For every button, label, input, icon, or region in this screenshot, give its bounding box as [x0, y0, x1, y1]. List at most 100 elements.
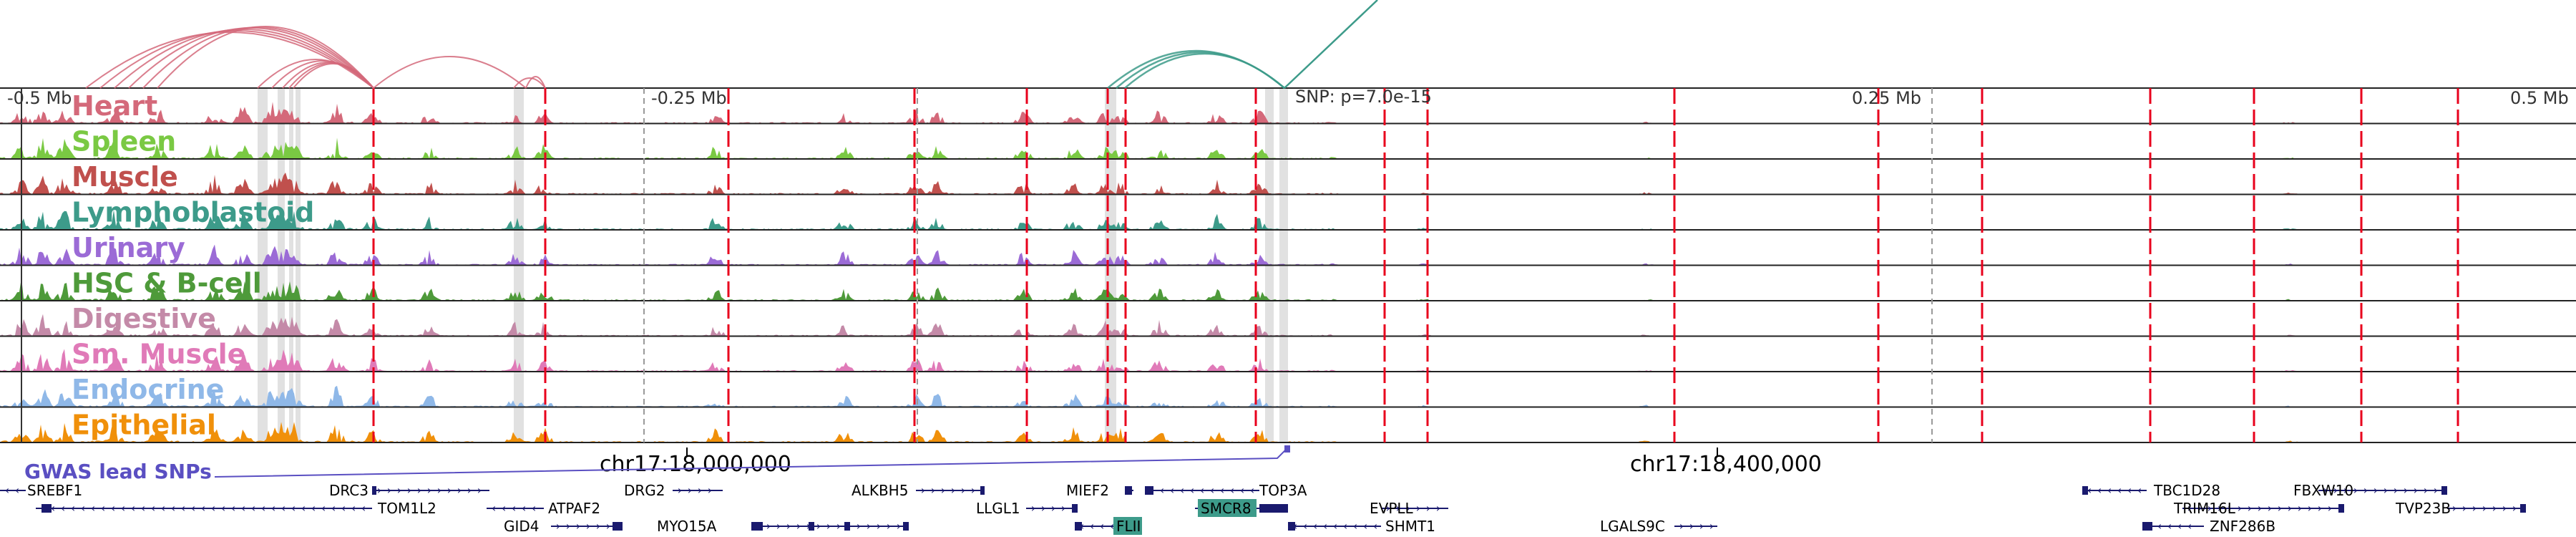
strand-arrow: › — [2482, 501, 2487, 515]
gene-label: SMCR8 — [1201, 500, 1252, 517]
gene-znf286b[interactable]: ‹‹‹‹‹ZNF286B — [2142, 518, 2275, 535]
exon — [42, 504, 52, 513]
strand-arrow: › — [2328, 501, 2332, 515]
gene-label: TOP3A — [1259, 482, 1307, 499]
strand-arrow: ‹ — [1170, 483, 1174, 497]
gene-drc3[interactable]: › › › › › › › › › › › DRC3 — [329, 482, 489, 499]
strand-arrow: › — [417, 483, 421, 497]
strand-arrow: ‹ — [1333, 519, 1337, 533]
strand-arrow: ‹ — [2167, 519, 2172, 533]
scale-right-label: 0.5 Mb — [2510, 88, 2569, 108]
strand-arrow: › — [2228, 501, 2232, 515]
strand-arrow: › — [2452, 501, 2457, 515]
strand-arrow: › — [951, 483, 955, 497]
strand-arrow: › — [2404, 483, 2408, 497]
exon — [1259, 504, 1288, 513]
gene-gid4[interactable]: › › › › › › GID4 — [504, 518, 623, 535]
strand-arrow: › — [816, 519, 821, 533]
exon — [844, 522, 850, 531]
gene-alkbh5[interactable]: › › › › › › ALKBH5 — [852, 482, 985, 499]
gene-mief2[interactable]: MIEF2 — [1066, 482, 1133, 499]
strand-arrow: ‹ — [301, 501, 306, 515]
strand-arrow: › — [2353, 483, 2358, 497]
gene-label: SHMT1 — [1385, 518, 1435, 535]
gene-label: TOM1L2 — [377, 500, 436, 517]
gene-flii[interactable]: ‹‹‹‹‹‹FLII — [1075, 517, 1142, 535]
strand-arrow: › — [2363, 483, 2368, 497]
gene-label: TRIM16L — [2173, 500, 2236, 517]
gene-atpaf2[interactable]: ‹ ‹ ‹ ‹ ‹ ATPAF2 — [487, 500, 600, 517]
gwas-snp-marker[interactable] — [1284, 445, 1290, 453]
chromatin-loops — [85, 0, 1378, 89]
exon — [2441, 486, 2447, 495]
gene-label: LLGL1 — [976, 500, 1020, 517]
strand-arrow: ‹ — [251, 501, 255, 515]
loop-arc — [99, 30, 374, 89]
strand-arrow: ‹ — [1250, 483, 1254, 497]
gene-label: ALKBH5 — [852, 482, 908, 499]
loop-arc — [1284, 0, 1378, 89]
track-label: Epithelial — [72, 410, 216, 441]
strand-arrow: › — [1396, 501, 1400, 515]
strand-arrow: ‹ — [1210, 483, 1214, 497]
gene-label: FLII — [1116, 518, 1141, 535]
strand-arrow: ‹ — [2177, 519, 2182, 533]
gene-label: TBC1D28 — [2153, 482, 2220, 499]
strand-arrow: ‹ — [341, 501, 346, 515]
strand-arrow: ‹ — [171, 501, 175, 515]
gene-label: LGALS9C — [1600, 518, 1665, 535]
coordinate-axis: chr17:18,000,000 chr17:18,400,000 — [600, 448, 1822, 477]
track-epithelial — [0, 422, 2576, 443]
strand-arrow: › — [766, 519, 771, 533]
track-label: HSC & B-cell — [72, 268, 262, 299]
strand-arrow: › — [596, 519, 600, 533]
strand-arrow: › — [2268, 501, 2272, 515]
gene-srebf1[interactable]: ‹ ‹ SREBF1 — [0, 482, 82, 499]
strand-arrow: › — [961, 483, 965, 497]
track-digestive — [0, 314, 2576, 337]
gene-drg2[interactable]: › › › › DRG2 — [624, 482, 723, 499]
strand-arrow: ‹ — [141, 501, 145, 515]
strand-arrow: ‹ — [201, 501, 205, 515]
gene-lgals9c[interactable]: › › › › LGALS9C — [1600, 518, 1717, 535]
gene-tbc1d28[interactable]: ‹ ‹ ‹ ‹ ‹ ‹ TBC1D28 — [2082, 482, 2220, 499]
strand-arrow: ‹ — [1373, 519, 1377, 533]
strand-arrow: › — [941, 483, 945, 497]
exon — [1288, 522, 1295, 531]
strand-arrow: ‹ — [2097, 483, 2102, 497]
strand-arrow: › — [678, 483, 682, 497]
gene-myo15a[interactable]: ›››››››››››››››MYO15A — [657, 518, 909, 535]
track-label: Urinary — [72, 232, 185, 263]
gene-trim16l[interactable]: › › › › › › › › › › › › › › ›TRIM16L — [2173, 500, 2344, 517]
strand-arrow: › — [397, 483, 401, 497]
gene-shmt1[interactable]: ‹‹‹‹‹‹‹‹‹SHMT1 — [1288, 518, 1435, 535]
strand-arrow: › — [2394, 483, 2398, 497]
strand-arrow: › — [586, 519, 590, 533]
gwas-lead-snps-label: GWAS lead SNPs — [24, 460, 212, 483]
gene-label: MYO15A — [657, 518, 717, 535]
track-label: Spleen — [72, 126, 176, 158]
gene-tom1l2[interactable]: ‹‹‹‹‹‹‹‹‹‹‹‹‹‹‹‹‹‹‹‹‹‹‹‹‹‹‹‹‹‹‹‹‹TOM1L2 — [36, 500, 436, 517]
strand-arrow: › — [576, 519, 580, 533]
strand-arrow: ‹ — [2107, 483, 2112, 497]
exon — [2520, 504, 2526, 513]
strand-arrow: ‹ — [2127, 483, 2132, 497]
strand-arrow: ‹ — [1160, 483, 1164, 497]
exon — [751, 522, 763, 531]
signal-tracks — [0, 87, 2576, 443]
strand-arrow: › — [477, 483, 482, 497]
gene-llgl1[interactable]: › › › › LLGL1 — [976, 500, 1078, 517]
strand-arrow: ‹ — [1323, 519, 1327, 533]
gene-top3a[interactable]: ‹‹‹‹‹‹‹‹‹‹‹TOP3A — [1145, 482, 1307, 499]
strand-arrow: › — [2218, 501, 2222, 515]
gene-fbxw10[interactable]: › › › › › › › › › › › ›FBXW10 — [2293, 482, 2447, 499]
strand-arrow: ‹ — [101, 501, 105, 515]
gene-evpll[interactable]: › › › › › ›EVPLL — [1370, 500, 1448, 517]
strand-arrow: ‹ — [2117, 483, 2122, 497]
strand-arrow: › — [836, 519, 841, 533]
gene-tvp23b[interactable]: › › › › › › ›TVP23B — [2395, 500, 2526, 517]
strand-arrow: › — [2187, 501, 2192, 515]
gene-smcr8[interactable]: ›››››››››SMCR8 — [1195, 499, 1288, 517]
gene-annotations: ‹ ‹ SREBF1 › › › › › › › › › › ›DRC3 › › › ›DRG2 › › › › › ›ALK… — [0, 482, 2526, 535]
exon — [2082, 486, 2088, 495]
